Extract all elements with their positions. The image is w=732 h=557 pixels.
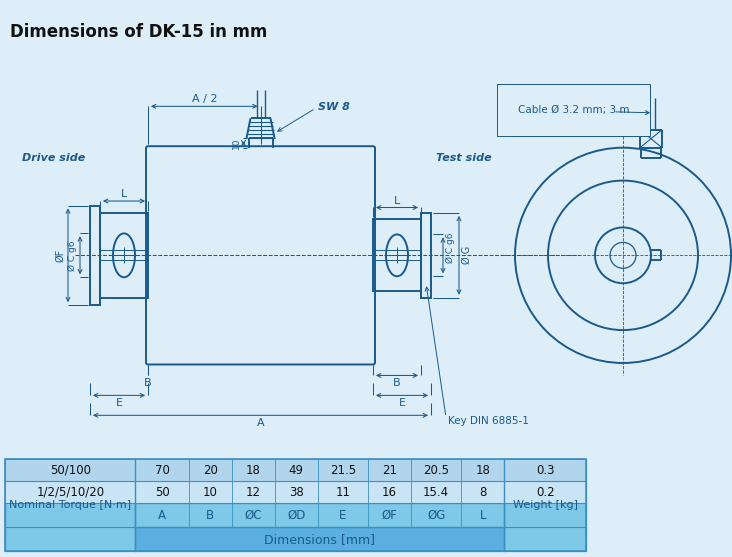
Text: 49: 49: [289, 464, 304, 477]
Text: L: L: [394, 196, 400, 206]
Text: E: E: [398, 398, 406, 408]
Text: 12: 12: [246, 486, 261, 499]
Text: 20.5: 20.5: [423, 464, 449, 477]
Text: Ø C g6: Ø C g6: [68, 240, 77, 271]
Bar: [504, 460, 586, 551]
Text: B: B: [393, 378, 401, 388]
Text: A: A: [158, 509, 166, 522]
Bar: [421, 213, 431, 297]
Text: ØD: ØD: [287, 509, 305, 522]
Text: B: B: [206, 509, 214, 522]
Text: A: A: [257, 418, 264, 428]
Text: Key DIN 6885-1: Key DIN 6885-1: [448, 416, 529, 426]
Text: 11: 11: [335, 486, 351, 499]
Bar: [100, 213, 148, 297]
Text: A / 2: A / 2: [192, 94, 217, 104]
Text: 50: 50: [154, 486, 169, 499]
Text: L: L: [479, 509, 486, 522]
Bar: [135, 481, 504, 504]
Bar: [5, 460, 135, 551]
Text: 38: 38: [289, 486, 304, 499]
Text: 16: 16: [382, 486, 397, 499]
Text: 18: 18: [475, 464, 490, 477]
Bar: [373, 219, 421, 291]
Text: ØC: ØC: [244, 509, 262, 522]
Bar: [504, 460, 586, 481]
Text: 0.2: 0.2: [536, 486, 555, 499]
Bar: [5, 460, 586, 551]
Text: Cable Ø 3.2 mm; 3 m: Cable Ø 3.2 mm; 3 m: [518, 105, 630, 115]
Bar: [135, 460, 504, 481]
Text: Dimensions of DK-15 in mm: Dimensions of DK-15 in mm: [10, 23, 267, 41]
Text: ØF: ØF: [381, 509, 397, 522]
Text: 8: 8: [479, 486, 487, 499]
Text: 0.3: 0.3: [536, 464, 555, 477]
Text: ØG: ØG: [427, 509, 445, 522]
Text: 15.4: 15.4: [423, 486, 449, 499]
Text: 70: 70: [154, 464, 170, 477]
Bar: [5, 481, 135, 504]
Text: E: E: [116, 398, 122, 408]
Text: 18: 18: [246, 464, 261, 477]
Bar: [135, 527, 504, 551]
Text: 1/2/5/10/20: 1/2/5/10/20: [37, 486, 105, 499]
Text: Dimensions [mm]: Dimensions [mm]: [264, 532, 376, 546]
Bar: [90, 206, 100, 305]
Text: Ø G: Ø G: [462, 246, 472, 265]
Text: E: E: [339, 509, 347, 522]
Text: 21: 21: [382, 464, 397, 477]
Text: ØF: ØF: [55, 249, 65, 262]
Bar: [504, 481, 586, 504]
Bar: [5, 460, 135, 481]
Text: Nominal Torque [N·m]: Nominal Torque [N·m]: [10, 500, 132, 510]
Text: 21.5: 21.5: [330, 464, 356, 477]
Text: SW 8: SW 8: [318, 102, 349, 113]
Text: Weight [kg]: Weight [kg]: [513, 500, 578, 510]
Text: L: L: [121, 189, 127, 199]
Text: 50/100: 50/100: [50, 464, 91, 477]
Bar: [135, 504, 504, 527]
Text: 20: 20: [203, 464, 217, 477]
Text: 10: 10: [231, 138, 241, 149]
Text: Ø C g6: Ø C g6: [446, 232, 455, 262]
Text: B: B: [144, 378, 152, 388]
Text: Drive side: Drive side: [22, 153, 85, 163]
Text: Test side: Test side: [436, 153, 492, 163]
Text: 10: 10: [203, 486, 217, 499]
